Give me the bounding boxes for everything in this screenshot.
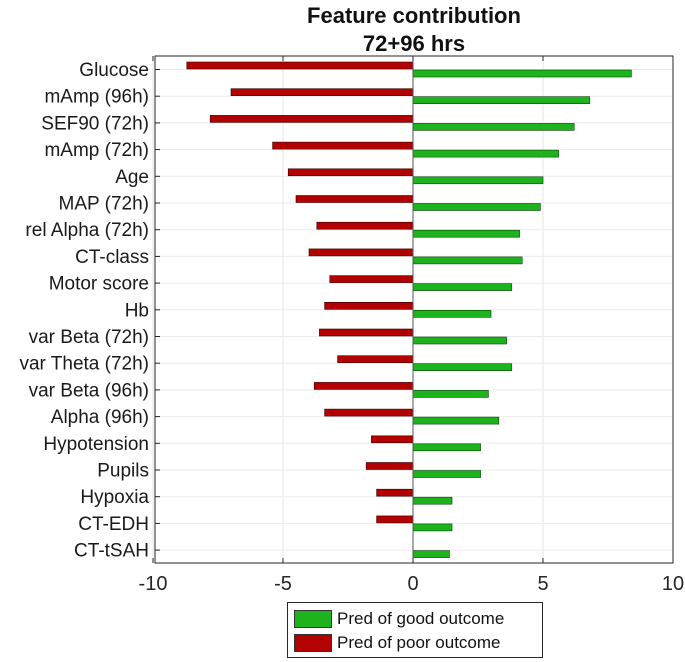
bar-poor-10 xyxy=(319,328,414,337)
bar-good-2 xyxy=(412,123,575,131)
y-tick-label: Glucose xyxy=(79,60,149,81)
bar-poor-8 xyxy=(329,275,414,283)
bar-good-5 xyxy=(412,203,541,211)
y-tick-label: Pupils xyxy=(97,461,149,482)
bar-poor-15 xyxy=(365,462,414,470)
y-tick-label: rel Alpha (72h) xyxy=(25,220,149,241)
bar-poor-7 xyxy=(308,248,414,257)
bar-poor-0 xyxy=(186,61,414,70)
y-tick-label: Age xyxy=(115,167,149,188)
y-tick-label: var Beta (72h) xyxy=(29,327,149,348)
bar-good-18 xyxy=(412,550,450,558)
bar-good-4 xyxy=(412,176,544,185)
y-tick-label: var Beta (96h) xyxy=(29,380,149,401)
bar-poor-12 xyxy=(313,382,414,390)
x-tick-label: 5 xyxy=(537,573,548,595)
x-tick-label: 0 xyxy=(407,573,418,595)
legend-swatch-poor xyxy=(294,634,332,652)
legend-label-good: Pred of good outcome xyxy=(337,609,505,628)
bar-good-7 xyxy=(412,256,523,265)
bar-good-13 xyxy=(412,416,500,425)
y-tick-label: var Theta (72h) xyxy=(19,354,149,375)
bar-good-8 xyxy=(412,283,513,291)
y-tick-label: Hb xyxy=(125,300,149,321)
legend: Pred of good outcome Pred of poor outcom… xyxy=(287,602,543,658)
y-tick-label: Motor score xyxy=(49,274,149,295)
bar-poor-6 xyxy=(316,221,414,230)
bar-good-16 xyxy=(412,496,453,505)
bar-good-1 xyxy=(412,96,591,104)
bar-poor-1 xyxy=(230,88,414,96)
y-tick-label: CT-EDH xyxy=(78,514,149,535)
chart-title: Feature contribution 72+96 hrs xyxy=(154,2,674,58)
y-tick-label: MAP (72h) xyxy=(59,194,149,215)
bar-good-10 xyxy=(412,336,507,345)
y-tick-label: mAmp (72h) xyxy=(44,140,149,161)
bar-good-3 xyxy=(412,149,559,158)
bar-poor-14 xyxy=(371,435,414,444)
bar-poor-3 xyxy=(272,141,414,150)
bar-poor-11 xyxy=(337,355,414,364)
legend-entry-good: Pred of good outcome xyxy=(294,608,504,630)
bar-good-9 xyxy=(412,309,492,318)
legend-swatch-good xyxy=(294,610,332,628)
bar-poor-16 xyxy=(376,488,414,497)
y-tick-label: mAmp (96h) xyxy=(44,87,149,108)
bar-poor-17 xyxy=(376,515,414,524)
bar-poor-2 xyxy=(209,115,414,123)
bar-poor-4 xyxy=(287,168,414,177)
legend-entry-poor: Pred of poor outcome xyxy=(294,632,500,654)
bar-poor-9 xyxy=(324,301,414,310)
y-tick-label: Hypotension xyxy=(43,434,149,455)
chart-title-line: Feature contribution xyxy=(307,3,521,28)
bar-good-12 xyxy=(412,390,489,398)
bar-good-15 xyxy=(412,470,481,478)
x-tick-label: -5 xyxy=(274,573,292,595)
bar-poor-13 xyxy=(324,408,414,417)
x-tick-label: 10 xyxy=(662,573,684,595)
bar-poor-5 xyxy=(295,195,414,203)
y-tick-label: SEF90 (72h) xyxy=(41,113,149,134)
bar-good-0 xyxy=(412,69,632,78)
y-tick-label: Hypoxia xyxy=(80,487,149,508)
y-tick-label: CT-tSAH xyxy=(74,541,149,562)
y-tick-label: Alpha (96h) xyxy=(51,407,149,428)
bar-good-11 xyxy=(412,363,513,372)
x-tick-label: -10 xyxy=(139,573,168,595)
chart-subtitle-line: 72+96 hrs xyxy=(362,31,466,56)
y-tick-label: CT-class xyxy=(75,247,149,268)
bar-good-14 xyxy=(412,443,481,452)
bar-good-17 xyxy=(412,523,453,532)
legend-label-poor: Pred of poor outcome xyxy=(337,633,501,652)
bar-good-6 xyxy=(412,229,520,238)
